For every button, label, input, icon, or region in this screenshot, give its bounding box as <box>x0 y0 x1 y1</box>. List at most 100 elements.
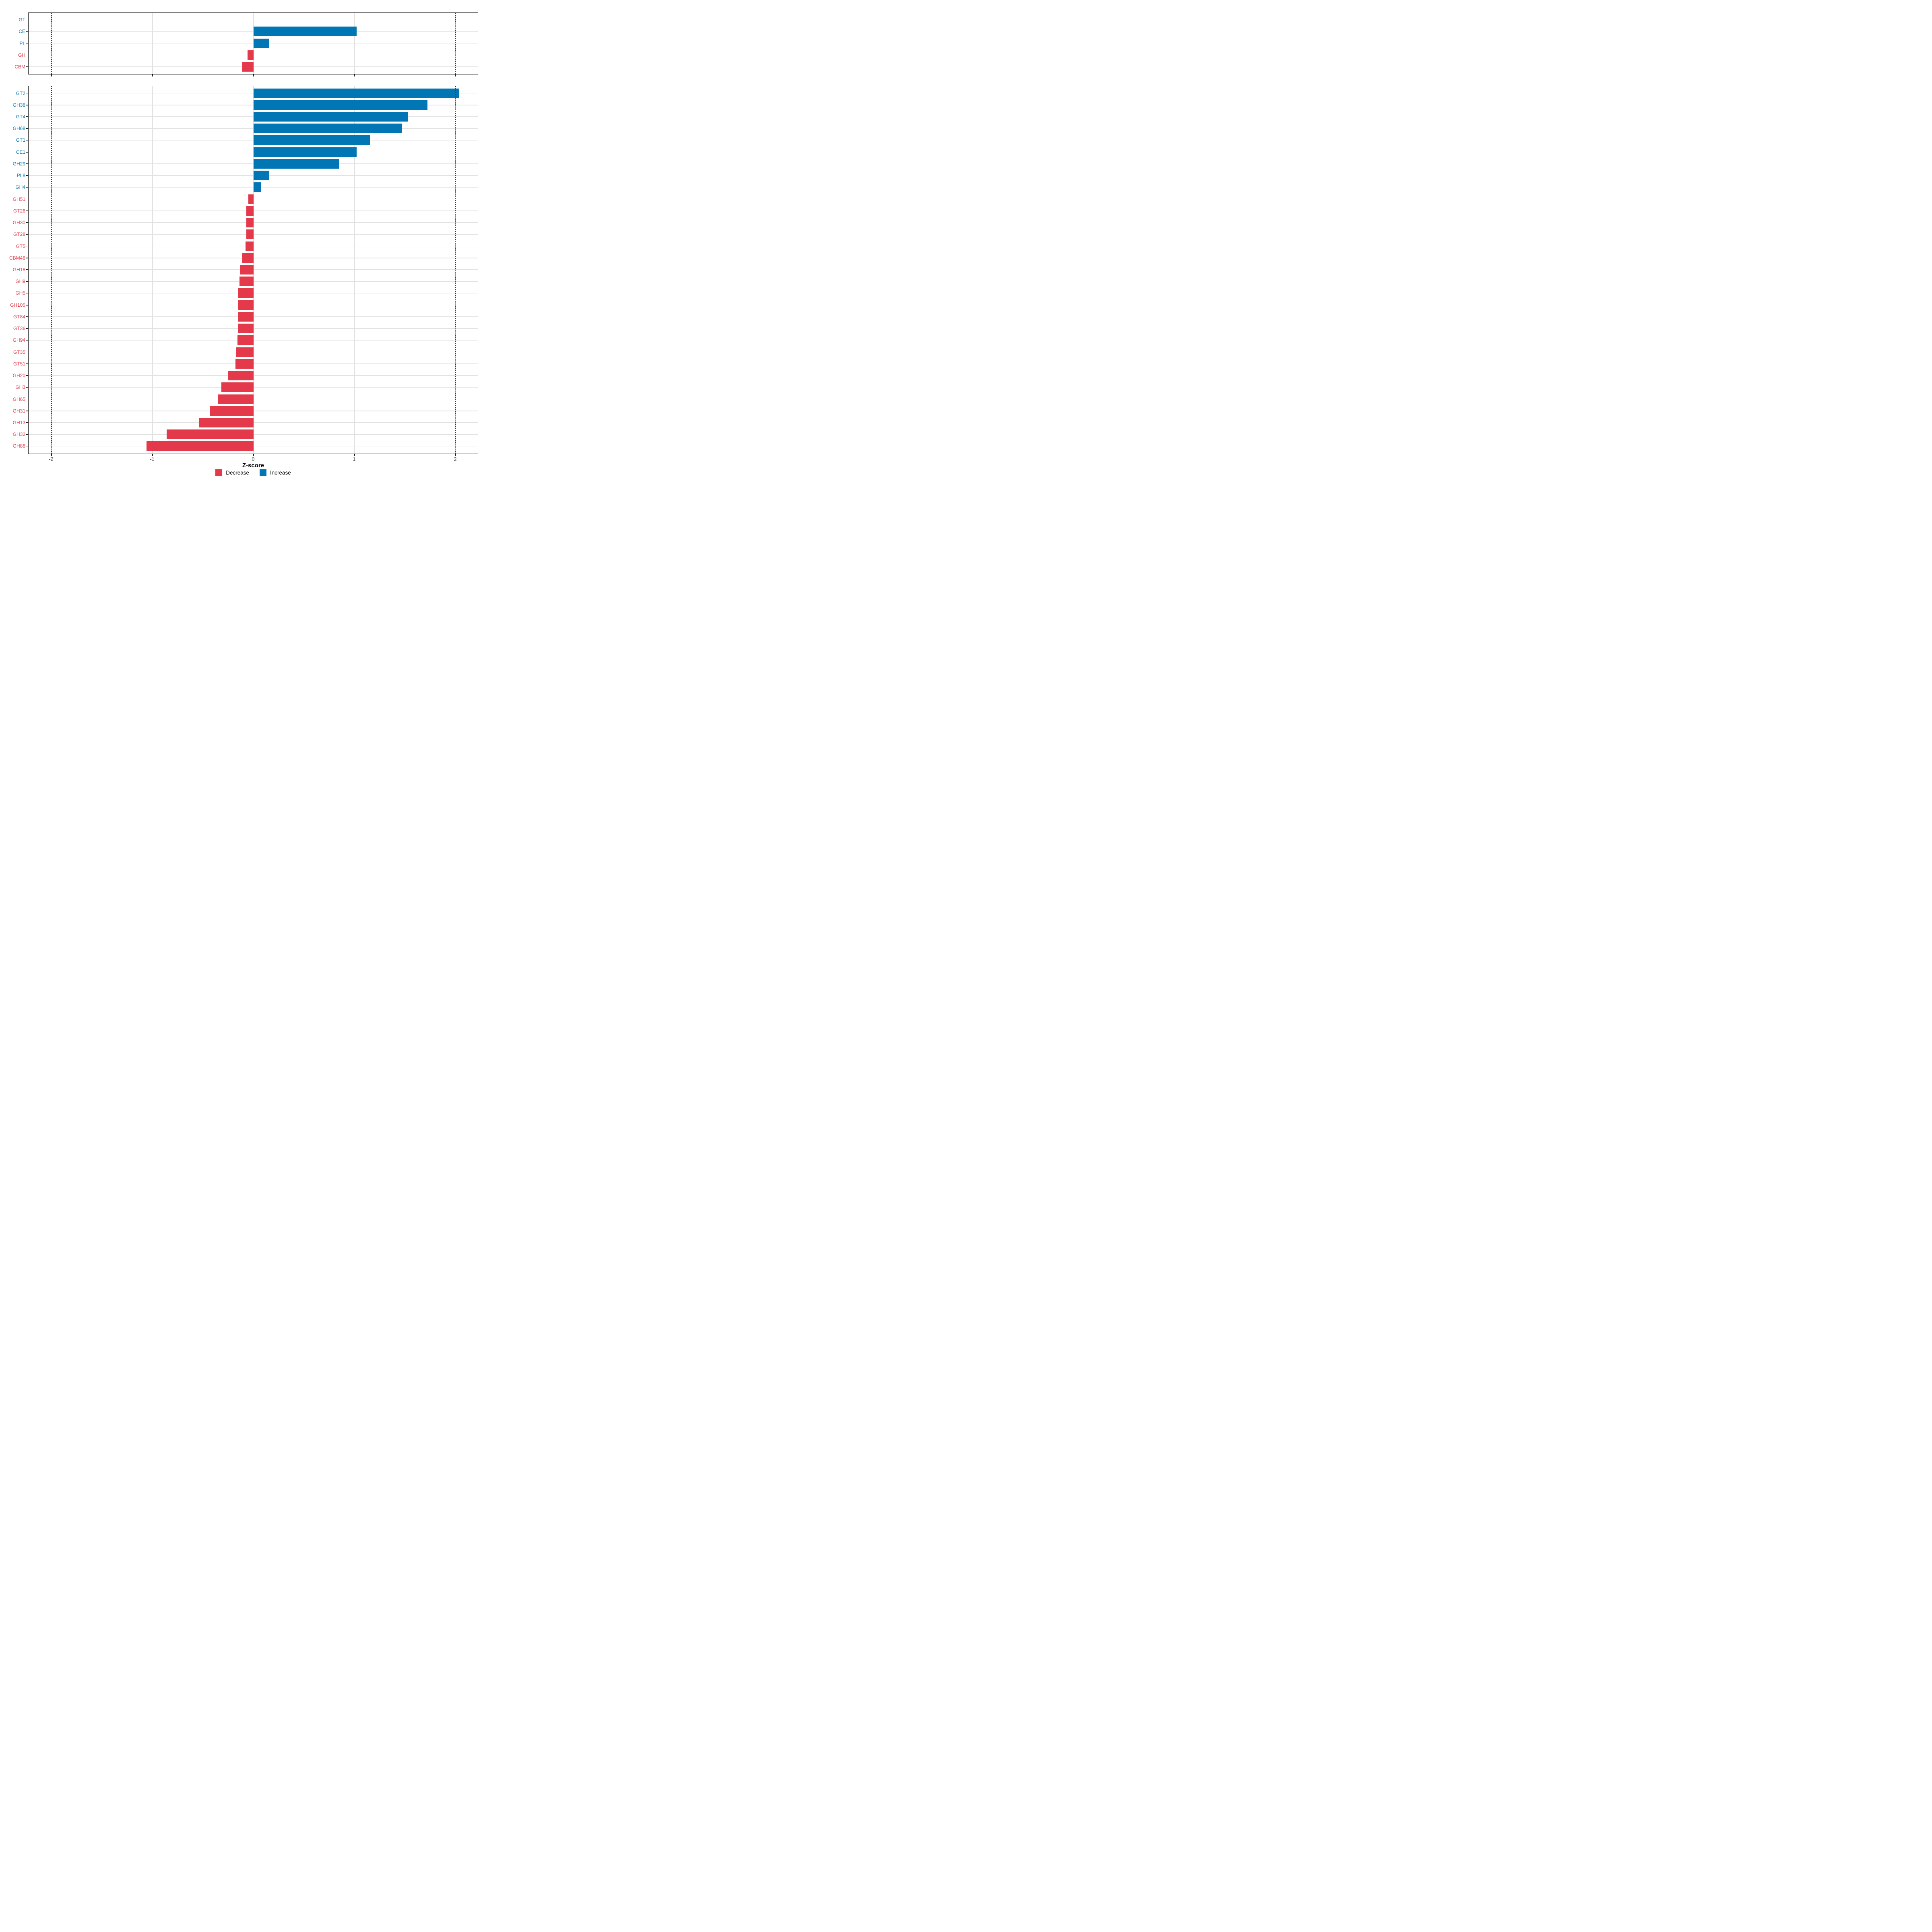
cazyme-zscore-figure: GT CE PL GH CBM GT2 GH38 GT4 GH68 GT1 CE1 GH29 PL8 G… <box>0 0 483 483</box>
y-label-GH9: GH9 <box>15 279 25 285</box>
y-axis-tick <box>26 175 28 176</box>
y-label-GH13: GH13 <box>12 420 25 425</box>
x-tick-label: 1 <box>353 456 356 462</box>
x-axis-tick <box>455 74 456 76</box>
y-axis-tick <box>26 198 28 200</box>
x-axis-title: Z-score <box>242 462 264 469</box>
y-label-GH68: GH68 <box>12 126 25 132</box>
y-axis-tick <box>26 446 28 447</box>
y-axis-tick <box>26 340 28 341</box>
bar-GH32 <box>167 429 254 440</box>
x-tick-label: -1 <box>150 456 155 462</box>
legend-item-decrease: Decrease <box>215 469 249 476</box>
bar-GH29 <box>254 159 340 169</box>
y-label-GH88: GH88 <box>12 443 25 449</box>
y-label-GH4: GH4 <box>15 184 25 190</box>
panel-cazyme-family: GT2 GH38 GT4 GH68 GT1 CE1 GH29 PL8 GH4 GH51 GT26 GH… <box>9 86 478 456</box>
bar-GT51 <box>235 359 254 369</box>
x-tick-label: 0 <box>252 456 255 462</box>
bar-GT5 <box>245 241 254 251</box>
y-axis-tick <box>26 387 28 388</box>
y-label-GH5: GH5 <box>15 290 25 296</box>
bar-GH30 <box>246 218 254 228</box>
dotted-reference-line <box>51 86 52 454</box>
horizontal-gridline <box>29 151 478 153</box>
x-axis-tick <box>51 454 52 456</box>
bar-GT2 <box>254 88 459 98</box>
y-label-GH29: GH29 <box>12 161 25 167</box>
y-axis-tick <box>26 54 28 56</box>
bar-PL8 <box>254 171 269 181</box>
y-axis-tick <box>26 31 28 32</box>
legend-item-increase: Increase <box>260 469 291 476</box>
y-label-GT2: GT2 <box>16 90 25 96</box>
y-axis-tick <box>26 222 28 223</box>
bar-CE <box>254 27 357 37</box>
y-label-CE: CE <box>19 29 25 35</box>
legend-label: Decrease <box>226 470 249 476</box>
y-label-GT: GT <box>19 17 25 23</box>
bar-GH13 <box>199 418 254 427</box>
horizontal-gridline <box>29 93 478 94</box>
y-label-PL8: PL8 <box>17 173 25 179</box>
bar-CBM <box>242 62 254 72</box>
y-axis-tick <box>26 116 28 117</box>
x-axis-tick <box>354 454 355 456</box>
y-axis-tick <box>26 269 28 270</box>
y-label-GH94: GH94 <box>12 337 25 343</box>
y-axis-tick <box>26 19 28 21</box>
y-axis-tick <box>26 93 28 94</box>
bar-GT36 <box>238 324 254 334</box>
horizontal-gridline <box>29 43 478 44</box>
y-axis-tick <box>26 293 28 294</box>
y-label-CBM: CBM <box>14 64 25 70</box>
y-axis-tick <box>26 351 28 353</box>
y-label-CBM48: CBM48 <box>9 255 25 261</box>
legend-swatch-increase <box>260 469 266 476</box>
bar-GT35 <box>236 347 254 357</box>
x-axis-tick <box>51 74 52 76</box>
bar-GH68 <box>254 124 402 134</box>
bar-GH31 <box>210 406 254 416</box>
horizontal-gridline <box>29 187 478 188</box>
horizontal-gridline <box>29 31 478 32</box>
y-axis-tick <box>26 422 28 423</box>
y-label-GH18: GH18 <box>12 267 25 272</box>
y-label-GH20: GH20 <box>12 373 25 379</box>
horizontal-gridline <box>29 128 478 129</box>
bar-GH88 <box>146 441 254 451</box>
y-label-GH105: GH105 <box>10 302 25 308</box>
y-axis-tick <box>26 281 28 282</box>
y-axis-tick <box>26 246 28 247</box>
x-tick-label: 2 <box>454 456 457 462</box>
bar-GH5 <box>238 288 254 298</box>
bar-GH65 <box>218 394 254 404</box>
x-axis-tick <box>152 74 153 76</box>
legend-label: Increase <box>270 470 291 476</box>
bar-GT4 <box>254 112 409 122</box>
horizontal-gridline <box>29 163 478 164</box>
y-axis-tick <box>26 398 28 400</box>
horizontal-gridline <box>29 175 478 176</box>
panel-cazyme-class: GT CE PL GH CBM <box>14 12 478 76</box>
y-label-PL: PL <box>19 40 25 46</box>
y-label-GH31: GH31 <box>12 408 25 414</box>
bar-GH18 <box>240 265 254 275</box>
x-axis-tick <box>253 74 254 76</box>
y-label-CE1: CE1 <box>16 149 25 155</box>
y-label-GH: GH <box>18 52 25 58</box>
y-label-GT51: GT51 <box>13 361 25 367</box>
y-axis-tick <box>26 163 28 164</box>
dotted-reference-line <box>51 13 52 74</box>
bar-GT1 <box>254 135 370 145</box>
bar-CBM48 <box>242 253 254 263</box>
bar-GH9 <box>239 277 254 287</box>
bar-GH4 <box>254 182 261 192</box>
horizontal-gridline <box>29 116 478 117</box>
bar-GH <box>247 50 254 60</box>
x-axis-tick <box>253 454 254 456</box>
horizontal-gridline <box>29 19 478 21</box>
bar-GT26 <box>246 206 254 216</box>
x-axis-tick <box>354 74 355 76</box>
bar-GH38 <box>254 100 427 110</box>
